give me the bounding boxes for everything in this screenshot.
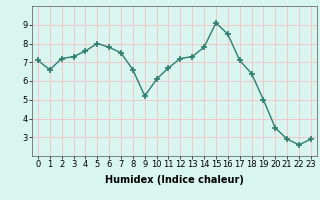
X-axis label: Humidex (Indice chaleur): Humidex (Indice chaleur) xyxy=(105,175,244,185)
